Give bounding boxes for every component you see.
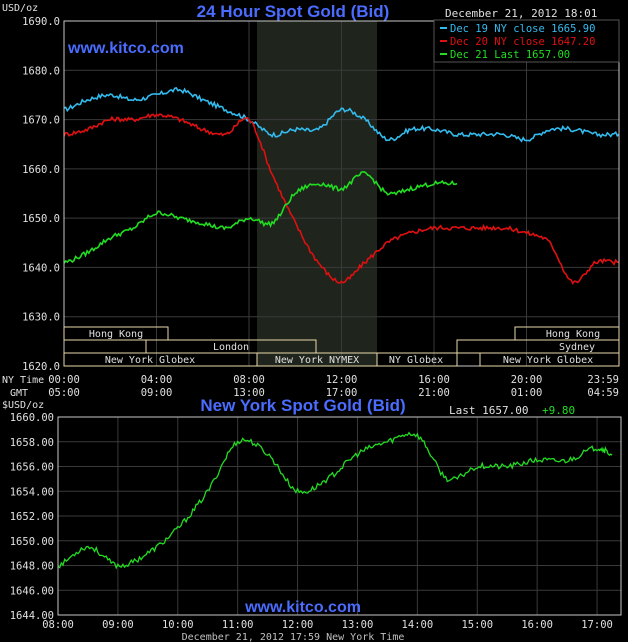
market-sessions: Hong Kong London New York Globex New Yor… [63, 326, 620, 367]
bottom-chart-border [57, 416, 622, 616]
top-x-tick-ny: 00:00 [48, 374, 80, 386]
top-chart-y-unit: USD/oz [2, 3, 38, 14]
bottom-chart-y-ticks: 1644.00 1646.00 1648.00 1650.00 1652.00 1654.… [10, 412, 54, 622]
bottom-y-tick-label: 1648.00 [10, 561, 54, 573]
bottom-chart-series [57, 431, 613, 570]
bottom-y-tick-label: 1654.00 [10, 486, 54, 498]
top-x-tick-ny: 04:00 [141, 374, 173, 386]
top-x-tick-gmt: 05:00 [48, 387, 80, 399]
top-x-tick-gmt: 13:00 [233, 387, 265, 399]
top-x-tick-gmt: 21:00 [418, 387, 450, 399]
top-chart-series [63, 86, 620, 285]
bottom-y-tick-label: 1652.00 [10, 511, 54, 523]
top-y-tick-label: 1690.0 [22, 16, 60, 28]
bottom-x-tick-label: 08:00 [42, 619, 74, 631]
session-label-globex-1: New York Globex [105, 355, 195, 366]
top-x-tick-ny: 16:00 [418, 374, 450, 386]
top-y-tick-label: 1660.0 [22, 164, 60, 176]
bottom-x-tick-label: 16:00 [521, 619, 553, 631]
top-x-tick-ny: 23:59 [587, 374, 619, 386]
top-x-tick-gmt: 01:00 [511, 387, 543, 399]
bottom-x-tick-label: 17:00 [581, 619, 613, 631]
top-chart-y-ticks: 1620.0 1630.0 1640.0 1650.0 1660.0 1670.0 1680… [22, 16, 60, 373]
session-label-nymex: New York NYMEX [275, 355, 359, 366]
top-chart-datetime: December 21, 2012 18:01 [445, 7, 597, 20]
bottom-x-tick-label: 11:00 [222, 619, 254, 631]
bottom-y-tick-label: 1644.00 [10, 610, 54, 622]
top-y-tick-label: 1680.0 [22, 65, 60, 77]
top-y-tick-label: 1650.0 [22, 213, 60, 225]
bottom-y-tick-label: 1658.00 [10, 437, 54, 449]
top-x-tick-gmt: 09:00 [141, 387, 173, 399]
bottom-y-tick-label: 1650.00 [10, 536, 54, 548]
bottom-x-tick-label: 14:00 [402, 619, 434, 631]
series-line-dec20 [63, 112, 620, 285]
row-label-ny-time: NY Time [2, 375, 44, 386]
session-label-hongkong-1: Hong Kong [89, 329, 143, 340]
bottom-chart-footer: December 21, 2012 17:59 New York Time [182, 632, 405, 642]
top-chart-plot-area: 1620.0 1630.0 1640.0 1650.0 1660.0 1670.0 1680… [22, 16, 620, 399]
bottom-chart-title: New York Spot Gold (Bid) [200, 396, 405, 415]
top-chart-grid [63, 20, 620, 367]
top-chart-title: 24 Hour Spot Gold (Bid) [197, 2, 390, 21]
bottom-y-tick-label: 1660.00 [10, 412, 54, 424]
top-x-tick-ny: 08:00 [233, 374, 265, 386]
session-label-nyglobex: NY Globex [389, 355, 443, 366]
top-y-tick-label: 1640.0 [22, 262, 60, 274]
series-line-dec21 [63, 171, 458, 264]
session-box-globex-2 [479, 352, 620, 367]
session-label-london: London [213, 342, 249, 353]
top-x-tick-ny: 20:00 [511, 374, 543, 386]
legend-item-dec21: Dec 21 Last 1657.00 [450, 49, 570, 61]
top-y-tick-label: 1630.0 [22, 312, 60, 324]
series-line-dec19 [63, 86, 620, 143]
top-y-tick-label: 1620.0 [22, 361, 60, 373]
bottom-chart-plot-area: 1644.00 1646.00 1648.00 1650.00 1652.00 1654.… [10, 412, 622, 631]
bottom-x-tick-label: 10:00 [162, 619, 194, 631]
session-box-hongkong-2 [514, 326, 620, 341]
bottom-y-tick-label: 1646.00 [10, 585, 54, 597]
top-y-tick-label: 1670.0 [22, 115, 60, 127]
top-chart-legend: Dec 19 NY close 1665.90 Dec 20 NY close … [433, 19, 620, 63]
bottom-x-tick-label: 09:00 [102, 619, 134, 631]
bottom-x-tick-label: 13:00 [342, 619, 374, 631]
top-chart-watermark: www.kitco.com [67, 40, 184, 57]
bottom-chart-watermark: www.kitco.com [244, 599, 361, 616]
session-box-nyglobex [376, 352, 458, 367]
bottom-y-tick-label: 1656.00 [10, 462, 54, 474]
session-box-hongkong-1 [63, 326, 169, 341]
session-label-sydney: Sydney [559, 342, 595, 353]
top-x-tick-gmt: 04:59 [587, 387, 619, 399]
session-label-globex-2: New York Globex [503, 355, 593, 366]
bottom-chart-grid [57, 416, 621, 616]
bottom-x-tick-label: 12:00 [282, 619, 314, 631]
bottom-chart-last: Last 1657.00 [449, 404, 528, 417]
row-label-gmt: GMT [10, 388, 28, 399]
top-x-tick-ny: 12:00 [326, 374, 358, 386]
legend-item-dec19: Dec 19 NY close 1665.90 [450, 23, 595, 35]
session-highlight-band [257, 21, 377, 366]
bottom-x-tick-label: 15:00 [461, 619, 493, 631]
legend-box [433, 19, 620, 63]
top-x-tick-gmt: 17:00 [326, 387, 358, 399]
legend-item-dec20: Dec 20 NY close 1647.20 [450, 36, 595, 48]
spot-gold-line [57, 431, 613, 570]
bottom-chart-change: +9.80 [542, 404, 575, 417]
session-label-hongkong-2: Hong Kong [546, 329, 600, 340]
bottom-chart-y-unit: $USD/oz [2, 400, 44, 411]
bottom-chart-x-ticks: 08:00 09:00 10:00 11:00 12:00 13:00 14:00 15:00… [42, 619, 613, 631]
